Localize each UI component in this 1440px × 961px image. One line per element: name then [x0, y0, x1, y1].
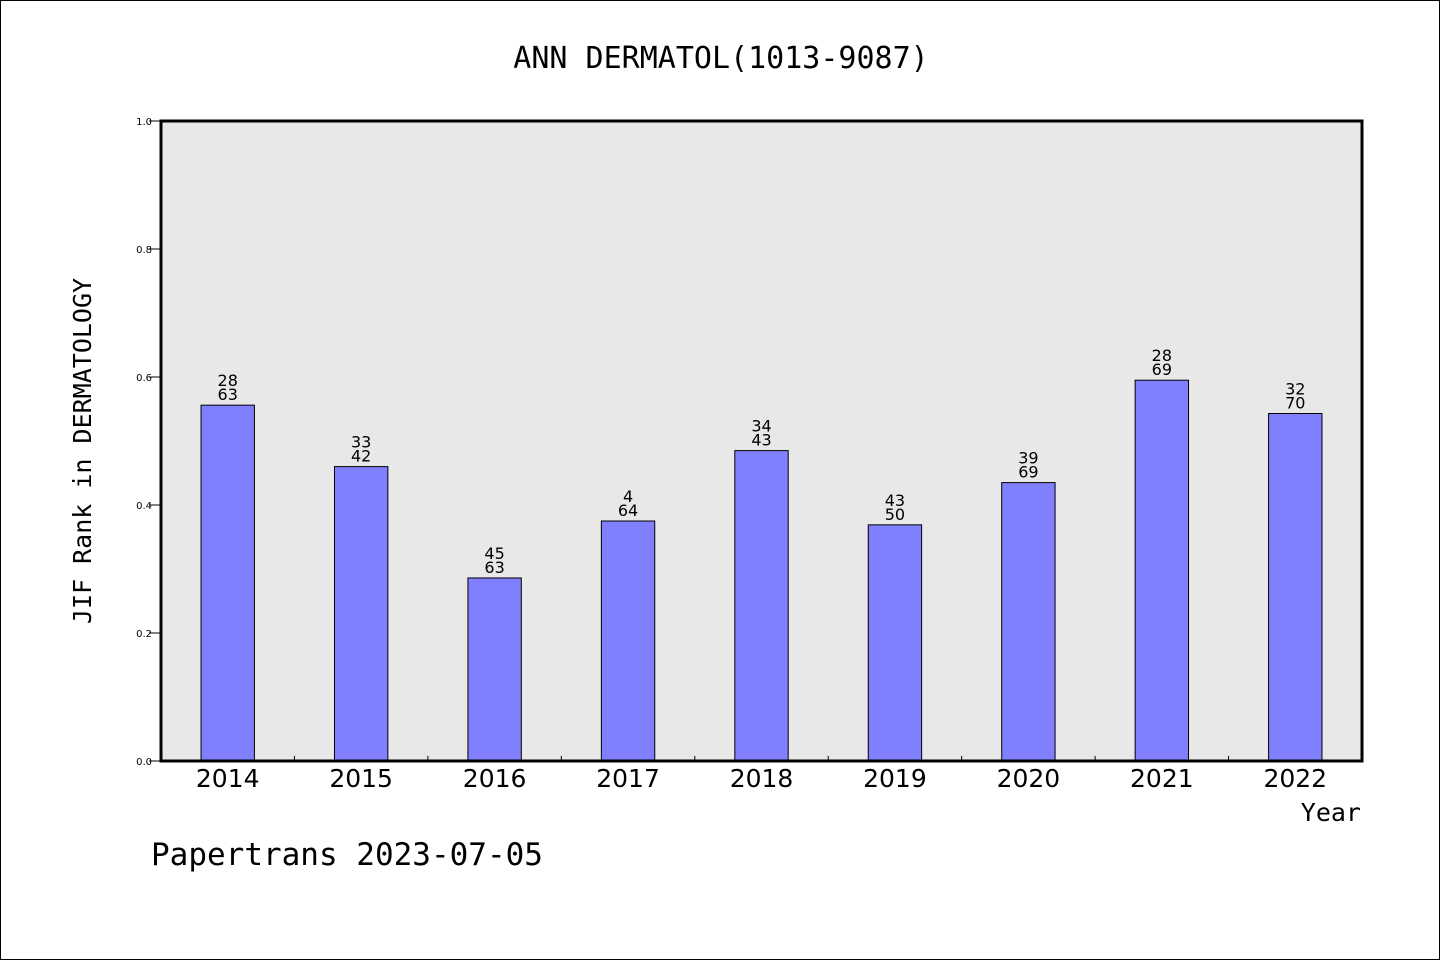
data-label-rank: 32 — [1285, 379, 1305, 398]
x-tick-label: 2018 — [730, 764, 794, 793]
y-tick-label: 0.8 — [136, 245, 152, 256]
bar-2015 — [333, 466, 389, 762]
data-label-rank: 39 — [1018, 449, 1038, 468]
chart-title: ANN DERMATOL(1013-9087) — [513, 41, 928, 76]
data-label-total: 63 — [484, 558, 504, 577]
data-label-total: 42 — [351, 447, 371, 466]
x-tick-label: 2016 — [463, 764, 527, 793]
x-tick-label: 2022 — [1263, 764, 1327, 793]
x-tick-label: 2021 — [1130, 764, 1194, 793]
data-label-total: 50 — [885, 505, 905, 524]
y-tick-label: 1.0 — [136, 117, 152, 128]
bar-2022 — [1268, 412, 1323, 762]
y-tick-label: 0.4 — [136, 501, 152, 512]
y-tick-label: 0.2 — [136, 629, 152, 640]
data-label-total: 69 — [1018, 463, 1038, 482]
data-label-rank: 28 — [1152, 346, 1172, 365]
data-label-total: 43 — [751, 431, 771, 450]
bar-2021 — [1134, 379, 1190, 762]
bar-2019 — [867, 524, 923, 762]
data-label-total: 64 — [618, 501, 638, 520]
bars — [200, 379, 1323, 762]
x-tick-label: 2014 — [196, 764, 260, 793]
y-tick-label: 0.0 — [136, 757, 152, 768]
axis-ticks: 0.0 0.2 0.4 0.6 0.8 1.0 2014 2015 2016 2017 2018 20… — [136, 117, 1327, 793]
data-label-total: 69 — [1152, 360, 1172, 379]
data-label-rank: 28 — [218, 371, 238, 390]
bar-2020 — [1001, 482, 1056, 762]
data-label-total: 63 — [218, 385, 238, 404]
y-axis-label: JIF Rank in DERMATOLOGY — [68, 278, 97, 624]
data-label-total: 70 — [1285, 393, 1305, 412]
bar-2016 — [467, 577, 522, 762]
bar-2017 — [600, 520, 656, 762]
bar-2014 — [200, 404, 255, 762]
data-label-rank: 33 — [351, 433, 371, 452]
footer-text: Papertrans 2023-07-05 — [151, 837, 543, 873]
bar-2018 — [734, 450, 789, 762]
x-tick-label: 2020 — [997, 764, 1061, 793]
x-tick-label: 2019 — [863, 764, 927, 793]
data-label-rank: 45 — [484, 544, 504, 563]
x-tick-label: 2015 — [329, 764, 393, 793]
y-tick-label: 0.6 — [136, 373, 152, 384]
plot-border — [159, 119, 1364, 763]
data-label-rank: 4 — [623, 487, 633, 506]
x-axis-label: Year — [1301, 798, 1361, 827]
data-label-rank: 34 — [751, 417, 771, 436]
data-label-rank: 43 — [885, 491, 905, 510]
x-tick-label: 2017 — [596, 764, 660, 793]
